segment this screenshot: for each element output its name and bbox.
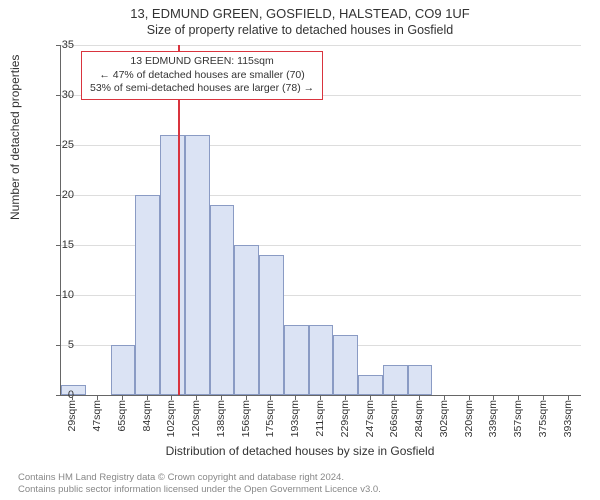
title-address: 13, EDMUND GREEN, GOSFIELD, HALSTEAD, CO…	[0, 6, 600, 21]
xtick-label: 156sqm	[240, 400, 252, 437]
footer-line: Contains public sector information licen…	[18, 484, 381, 496]
histogram-bar	[234, 245, 259, 395]
gridline	[61, 145, 581, 146]
annotation-line: ← 47% of detached houses are smaller (70…	[90, 69, 314, 83]
histogram-bar	[160, 135, 185, 395]
ytick-label: 35	[44, 39, 74, 51]
x-axis-label: Distribution of detached houses by size …	[0, 444, 600, 458]
xtick-label: 29sqm	[66, 400, 78, 432]
xtick-label: 320sqm	[463, 400, 475, 437]
title-subtitle: Size of property relative to detached ho…	[0, 23, 600, 37]
annotation-line: 13 EDMUND GREEN: 115sqm	[90, 55, 314, 69]
xtick-label: 375sqm	[537, 400, 549, 437]
histogram-bar	[135, 195, 160, 395]
annotation-box: 13 EDMUND GREEN: 115sqm ← 47% of detache…	[81, 51, 323, 100]
histogram-bar	[111, 345, 136, 395]
histogram-bar	[383, 365, 408, 395]
histogram-bar	[309, 325, 334, 395]
histogram-bar	[358, 375, 383, 395]
xtick-label: 47sqm	[91, 400, 103, 432]
footer-line: Contains HM Land Registry data © Crown c…	[18, 472, 381, 484]
xtick-label: 102sqm	[165, 400, 177, 437]
ytick-label: 20	[44, 189, 74, 201]
y-axis-label: Number of detached properties	[8, 55, 22, 220]
ytick-label: 10	[44, 289, 74, 301]
histogram-bar	[185, 135, 210, 395]
plot-area: 13 EDMUND GREEN: 115sqm ← 47% of detache…	[60, 45, 581, 396]
histogram-bar	[259, 255, 284, 395]
histogram-bar	[333, 335, 358, 395]
xtick-label: 120sqm	[190, 400, 202, 437]
ytick-label: 25	[44, 139, 74, 151]
histogram-bar	[210, 205, 235, 395]
xtick-label: 211sqm	[314, 400, 326, 437]
xtick-label: 357sqm	[512, 400, 524, 437]
chart-container: 13, EDMUND GREEN, GOSFIELD, HALSTEAD, CO…	[0, 0, 600, 500]
gridline	[61, 45, 581, 46]
xtick-label: 65sqm	[116, 400, 128, 432]
footer-attribution: Contains HM Land Registry data © Crown c…	[18, 472, 381, 496]
xtick-label: 393sqm	[562, 400, 574, 437]
annotation-line: 53% of semi-detached houses are larger (…	[90, 82, 314, 96]
xtick-label: 302sqm	[438, 400, 450, 437]
xtick-label: 339sqm	[487, 400, 499, 437]
xtick-label: 138sqm	[215, 400, 227, 437]
histogram-bar	[284, 325, 309, 395]
ytick-label: 15	[44, 239, 74, 251]
xtick-label: 84sqm	[141, 400, 153, 432]
histogram-bar	[408, 365, 433, 395]
xtick-label: 284sqm	[413, 400, 425, 437]
xtick-label: 229sqm	[339, 400, 351, 437]
ytick-label: 30	[44, 89, 74, 101]
ytick-label: 5	[44, 339, 74, 351]
xtick-label: 247sqm	[364, 400, 376, 437]
xtick-label: 193sqm	[289, 400, 301, 437]
xtick-label: 175sqm	[264, 400, 276, 437]
xtick-label: 266sqm	[388, 400, 400, 437]
